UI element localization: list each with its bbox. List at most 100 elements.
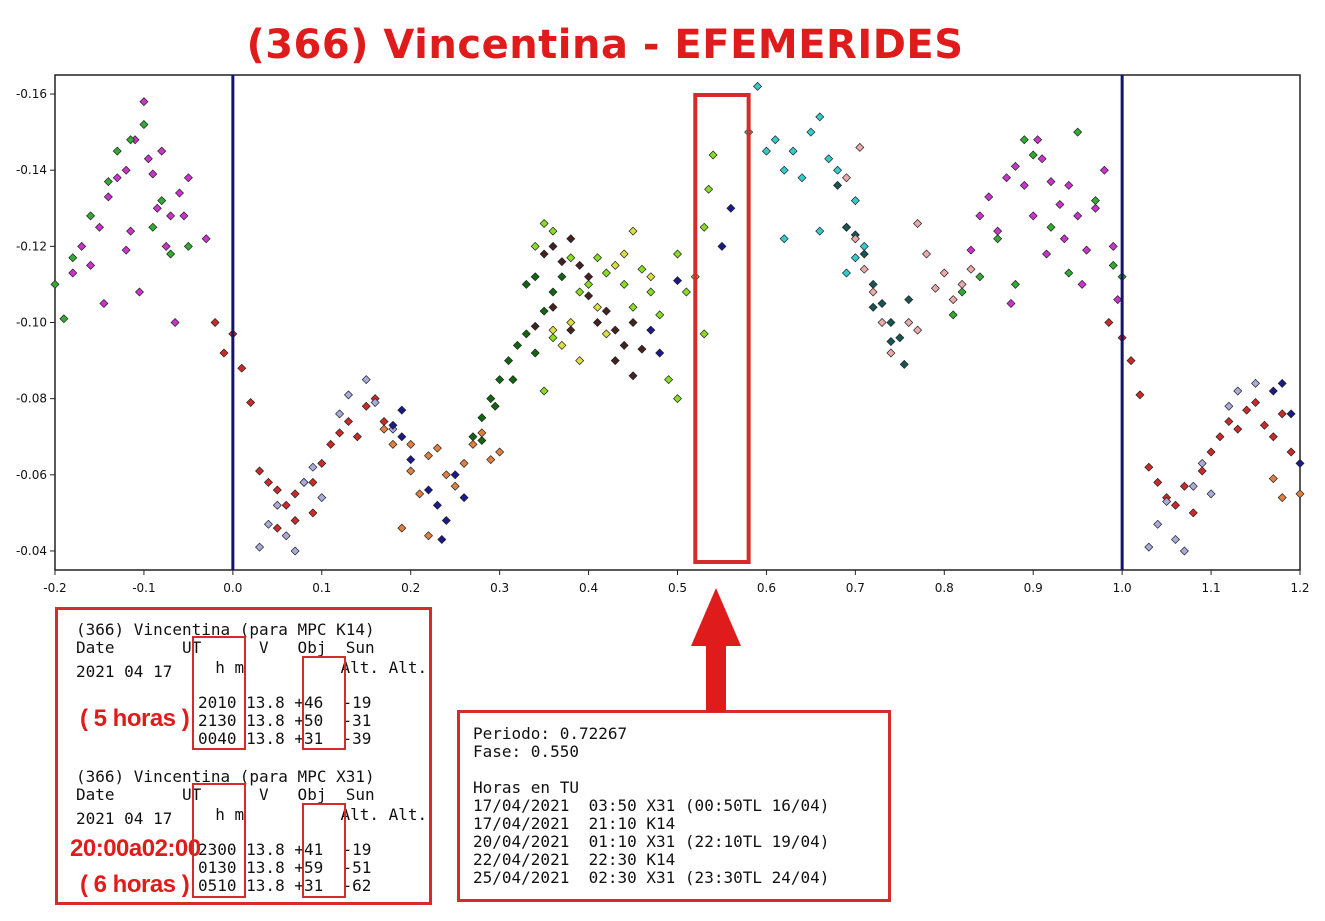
data-point bbox=[886, 337, 896, 347]
data-point bbox=[143, 154, 153, 164]
k14-row-1: 2010 13.8 +46 -19 bbox=[198, 693, 372, 712]
data-point bbox=[673, 249, 682, 259]
data-point bbox=[993, 234, 1003, 244]
data-point bbox=[1033, 135, 1043, 145]
data-point bbox=[308, 508, 318, 518]
data-point bbox=[1268, 432, 1278, 442]
data-point bbox=[601, 306, 611, 316]
data-point bbox=[406, 439, 416, 449]
data-point bbox=[548, 302, 558, 312]
data-point bbox=[984, 192, 994, 202]
data-point bbox=[335, 428, 345, 438]
data-point bbox=[1073, 127, 1083, 137]
data-points bbox=[50, 81, 1305, 556]
data-point bbox=[815, 226, 825, 236]
k14-alt-highlight bbox=[302, 656, 346, 750]
x-tick-label: 0.4 bbox=[579, 581, 598, 595]
data-point bbox=[841, 268, 851, 278]
data-point bbox=[86, 260, 96, 270]
y-tick-label: -0.16 bbox=[16, 87, 47, 101]
data-point bbox=[673, 276, 682, 286]
data-point bbox=[134, 287, 144, 297]
data-point bbox=[521, 329, 531, 339]
x31-row-3: 0510 13.8 +31 -62 bbox=[198, 876, 372, 895]
x-tick-label: 0.3 bbox=[490, 581, 509, 595]
data-point bbox=[1028, 211, 1038, 221]
x-tick-label: 1.2 bbox=[1290, 581, 1309, 595]
data-point bbox=[352, 432, 362, 442]
data-point bbox=[121, 165, 131, 175]
data-point bbox=[179, 211, 189, 221]
data-point bbox=[1153, 519, 1163, 529]
data-point bbox=[281, 531, 291, 541]
data-point bbox=[566, 234, 576, 244]
data-point bbox=[1144, 542, 1154, 552]
data-point bbox=[152, 203, 162, 213]
data-point bbox=[673, 394, 682, 404]
data-point bbox=[1144, 462, 1154, 472]
data-point bbox=[183, 173, 193, 183]
data-point bbox=[930, 283, 940, 293]
data-point bbox=[868, 302, 878, 312]
y-tick-label: -0.04 bbox=[16, 544, 47, 558]
data-point bbox=[1233, 424, 1243, 434]
data-point bbox=[566, 325, 576, 335]
data-point bbox=[432, 500, 442, 510]
data-point bbox=[824, 154, 834, 164]
data-point bbox=[1055, 199, 1065, 209]
data-point bbox=[601, 329, 611, 339]
data-point bbox=[521, 279, 531, 289]
data-point bbox=[290, 489, 300, 499]
data-point bbox=[1251, 397, 1261, 407]
data-point bbox=[94, 222, 104, 232]
data-point bbox=[1028, 150, 1038, 160]
data-point bbox=[899, 359, 909, 369]
data-point bbox=[290, 546, 300, 556]
data-point bbox=[512, 340, 522, 350]
data-point bbox=[646, 325, 656, 335]
data-point bbox=[619, 340, 629, 350]
data-point bbox=[637, 264, 647, 274]
data-point bbox=[1277, 409, 1287, 419]
data-point bbox=[1002, 173, 1012, 183]
data-point bbox=[833, 165, 843, 175]
data-point bbox=[850, 253, 860, 263]
data-point bbox=[1268, 386, 1278, 396]
data-point bbox=[1059, 234, 1069, 244]
data-point bbox=[904, 295, 914, 305]
y-tick-label: -0.08 bbox=[16, 392, 47, 406]
data-point bbox=[68, 268, 78, 278]
x31-ut-highlight bbox=[192, 783, 246, 898]
data-point bbox=[1171, 500, 1180, 510]
data-point bbox=[246, 397, 256, 407]
data-point bbox=[237, 363, 247, 373]
data-point bbox=[1277, 493, 1287, 503]
data-point bbox=[468, 439, 478, 449]
data-point bbox=[121, 245, 131, 255]
data-point bbox=[508, 375, 518, 385]
data-point bbox=[255, 466, 265, 476]
data-point bbox=[681, 287, 691, 297]
data-point bbox=[397, 523, 407, 533]
data-point bbox=[441, 470, 451, 480]
data-point bbox=[1046, 177, 1056, 187]
x31-alt-highlight bbox=[302, 803, 346, 898]
k14-date: 2021 04 17 bbox=[76, 662, 173, 681]
data-point bbox=[850, 196, 860, 206]
data-point bbox=[1206, 489, 1216, 499]
data-point bbox=[895, 333, 905, 343]
data-point bbox=[699, 329, 709, 339]
period-panel-right: Periodo: 0.72267 Fase: 0.550 Horas en TU… bbox=[457, 710, 891, 902]
data-point bbox=[1295, 489, 1305, 499]
data-point bbox=[610, 356, 620, 366]
data-point bbox=[1251, 378, 1261, 388]
data-point bbox=[139, 120, 149, 129]
data-point bbox=[495, 375, 505, 385]
data-point bbox=[1179, 481, 1189, 491]
data-point bbox=[592, 302, 602, 312]
data-point bbox=[126, 226, 136, 236]
data-point bbox=[148, 169, 158, 179]
data-point bbox=[343, 417, 353, 426]
fase-text: Fase: 0.550 bbox=[473, 742, 579, 761]
data-point bbox=[1113, 295, 1123, 305]
